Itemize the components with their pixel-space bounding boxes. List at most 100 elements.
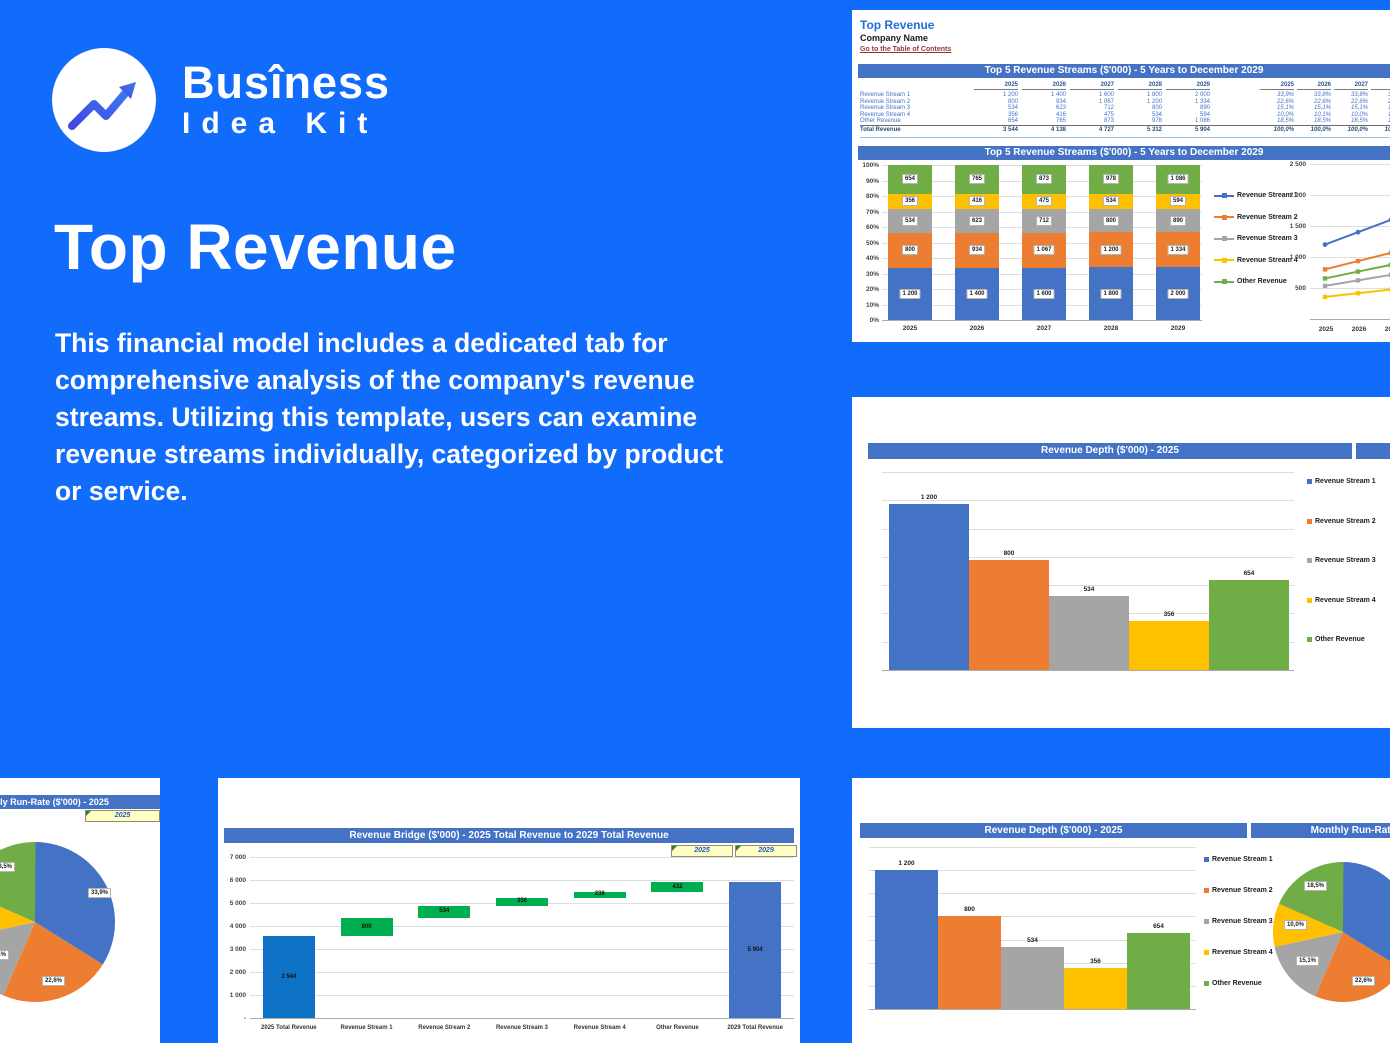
- bar: [1127, 933, 1190, 1009]
- sheet-company-name: Company Name: [860, 33, 929, 43]
- monthly-run-rate-banner: Monthly Run-Rate ($'000) - 2025: [1251, 823, 1390, 838]
- pie-slice-label: 22,6%: [1352, 976, 1376, 986]
- stacked-chart-banner: Top 5 Revenue Streams ($'000) - 5 Years …: [858, 146, 1390, 160]
- legend-item: Other Revenue: [1307, 636, 1365, 643]
- segment-label: 356: [901, 196, 919, 207]
- segment-label: 1 067: [1033, 245, 1055, 256]
- gridline: [250, 880, 794, 881]
- table-pct-value: 22,6%: [1350, 98, 1368, 105]
- y-axis-tick: 4 000: [229, 923, 246, 930]
- x-axis-label: 2025 Total Revenue: [261, 1025, 317, 1031]
- table-year-header: 2028: [1118, 82, 1162, 90]
- legend-marker: [1214, 279, 1234, 284]
- segment-label: 765: [968, 174, 986, 185]
- legend-item: Revenue Stream 4: [1214, 257, 1298, 264]
- table-pct-value: 18,5%: [1276, 118, 1294, 124]
- gridline: [869, 1009, 1196, 1010]
- year-selector-cell[interactable]: 2025: [85, 810, 160, 822]
- table-row-label: Revenue Stream 4: [860, 111, 911, 118]
- table-value: 890: [1199, 105, 1210, 111]
- table-pct-value: 33,9%: [1371, 92, 1390, 99]
- bar-value-label: 356: [1090, 957, 1101, 965]
- table-row-label: Revenue Stream 3: [860, 105, 911, 111]
- x-axis-label: 2028: [1103, 325, 1119, 332]
- legend-item: Other Revenue: [1204, 980, 1262, 987]
- y-axis-tick: 0%: [869, 317, 879, 324]
- waterfall-value-label: 3 544: [281, 973, 297, 980]
- from-year-selector-cell[interactable]: 2025: [671, 845, 733, 857]
- table-pct-value: 10,0%: [1276, 111, 1294, 118]
- pie-slice: [35, 842, 115, 965]
- legend-marker: [1214, 257, 1234, 263]
- y-axis-tick: 10%: [865, 301, 879, 309]
- table-pct-value: 15,1%: [1371, 105, 1390, 112]
- segment-label: 654: [901, 174, 919, 185]
- y-axis-tick: 20%: [865, 286, 879, 293]
- gridline: [869, 916, 1196, 918]
- table-value: 765: [1055, 118, 1066, 124]
- segment-label: 800: [901, 245, 919, 256]
- gridline: [1310, 164, 1390, 165]
- y-axis-tick: 90%: [865, 177, 879, 185]
- pie-slice-label: 18,5%: [1304, 881, 1328, 891]
- panel-revenue-depth: Revenue Depth ($'000) - 2025 1 200 800 534…: [852, 397, 1390, 728]
- legend-item: Revenue Stream 2: [1204, 887, 1273, 894]
- x-axis-label: Revenue Stream 1: [340, 1025, 393, 1031]
- pie-slice: [0, 922, 35, 996]
- table-pct-value: 22,6%: [1276, 98, 1294, 105]
- segment-label: 534: [1102, 196, 1120, 207]
- bar-value-label: 1 200: [898, 859, 915, 867]
- panel-depth-and-run-rate: Revenue Depth ($'000) - 2025 Monthly Run…: [852, 778, 1390, 1043]
- segment-label: 800: [1102, 215, 1120, 226]
- x-axis-label: 2027: [1036, 325, 1052, 332]
- legend-item: Revenue Stream 3: [1204, 918, 1273, 925]
- bar-value-label: 800: [1003, 549, 1015, 557]
- table-value: 1 067: [1098, 98, 1114, 105]
- segment-label: 2 000: [1167, 288, 1189, 299]
- gridline: [250, 1018, 794, 1019]
- segment-label: 1 400: [966, 288, 988, 299]
- to-year-selector-cell[interactable]: 2029: [735, 845, 797, 857]
- table-total-rule: [860, 125, 1390, 126]
- gridline: [882, 670, 1294, 671]
- gridline: [869, 847, 1196, 848]
- bar: [875, 869, 938, 1009]
- table-value: 1 800: [1146, 92, 1162, 98]
- table-total-value: 5 312: [1146, 127, 1162, 133]
- waterfall-value-label: 800: [361, 923, 372, 930]
- segment-label: 416: [968, 196, 986, 207]
- bar: [1209, 579, 1289, 670]
- gridline: [882, 472, 1294, 473]
- waterfall-bar: [573, 892, 626, 898]
- x-axis-label: 2026: [969, 325, 985, 332]
- table-total-label: Total Revenue: [860, 127, 901, 133]
- table-pct-value: 18,5%: [1350, 118, 1368, 124]
- gridline: [1310, 226, 1390, 227]
- gridline: [250, 949, 794, 950]
- table-year-header: 2029: [1166, 82, 1210, 90]
- gridline: [882, 585, 1294, 587]
- revenue-bridge-banner: Revenue Bridge ($'000) - 2025 Total Reve…: [224, 828, 794, 843]
- panel-revenue-bridge: Revenue Bridge ($'000) - 2025 Total Reve…: [218, 778, 800, 1043]
- legend-item: Revenue Stream 1: [1307, 478, 1376, 485]
- table-value: 623: [1055, 105, 1066, 111]
- brand-logo-icon: [52, 48, 156, 152]
- gridline: [250, 857, 794, 858]
- y-axis-tick: 100%: [862, 162, 879, 169]
- gridline: [869, 870, 1196, 872]
- legend-swatch: [1204, 950, 1209, 955]
- bar: [969, 559, 1049, 670]
- legend-swatch: [1307, 558, 1312, 563]
- segment-label: 534: [901, 215, 919, 226]
- y-axis-tick: -: [243, 1015, 246, 1022]
- bar-value-label: 534: [1083, 586, 1095, 594]
- segment-label: 978: [1102, 174, 1120, 185]
- table-value: 1 600: [1098, 92, 1114, 98]
- legend-swatch: [1204, 919, 1209, 924]
- legend-item: Other Revenue: [1214, 278, 1287, 285]
- x-axis-label: 2029: [1170, 325, 1186, 332]
- table-of-contents-link[interactable]: Go to the Table of Contents: [860, 46, 952, 53]
- brand: Busîness Idea Kit: [52, 48, 390, 152]
- bar-value-label: 654: [1243, 569, 1255, 577]
- run-rate-banner: Monthly Run-Rate ($'000) - 2025: [0, 795, 160, 809]
